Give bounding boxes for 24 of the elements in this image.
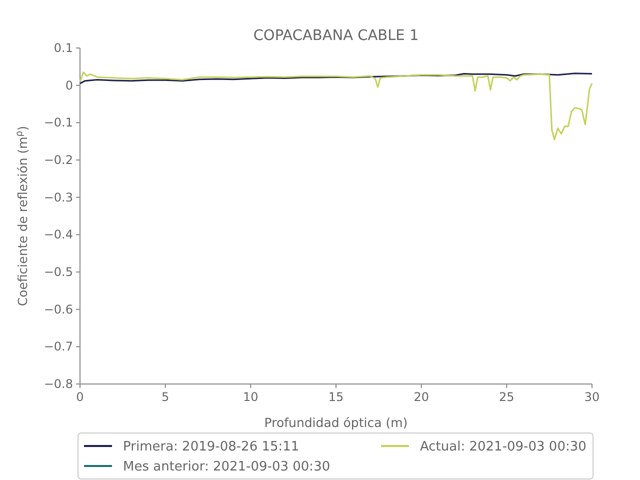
y-tick-label: −0.5 — [44, 265, 73, 279]
y-tick-label: −0.7 — [44, 340, 73, 354]
y-tick-label: −0.3 — [44, 190, 73, 204]
x-tick-label: 5 — [162, 390, 170, 404]
y-tick-label: −0.8 — [44, 377, 73, 391]
x-tick-label: 20 — [414, 390, 429, 404]
x-tick-label: 10 — [243, 390, 258, 404]
legend-label: Actual: 2021-09-03 00:30 — [420, 440, 586, 454]
line-series — [79, 72, 593, 140]
legend-label: Primera: 2019-08-26 15:11 — [123, 440, 300, 454]
legend-label: Mes anterior: 2021-09-03 00:30 — [123, 460, 330, 474]
y-tick-label: −0.2 — [44, 153, 73, 167]
y-tick-label: 0.1 — [54, 41, 73, 55]
y-tick-label: −0.6 — [44, 302, 73, 316]
x-tick-label: 15 — [328, 390, 344, 404]
line-series — [79, 72, 593, 84]
y-tick-label: −0.4 — [44, 228, 73, 242]
x-tick-label: 30 — [584, 390, 600, 404]
x-tick-label: 0 — [76, 390, 84, 404]
x-tick-label: 25 — [499, 390, 514, 404]
chart-title: COPACABANA CABLE 1 — [253, 28, 419, 44]
x-axis-title: Profundidad óptica (m) — [264, 415, 408, 430]
y-tick-label: −0.1 — [44, 116, 73, 130]
y-tick-label: 0 — [65, 78, 73, 92]
